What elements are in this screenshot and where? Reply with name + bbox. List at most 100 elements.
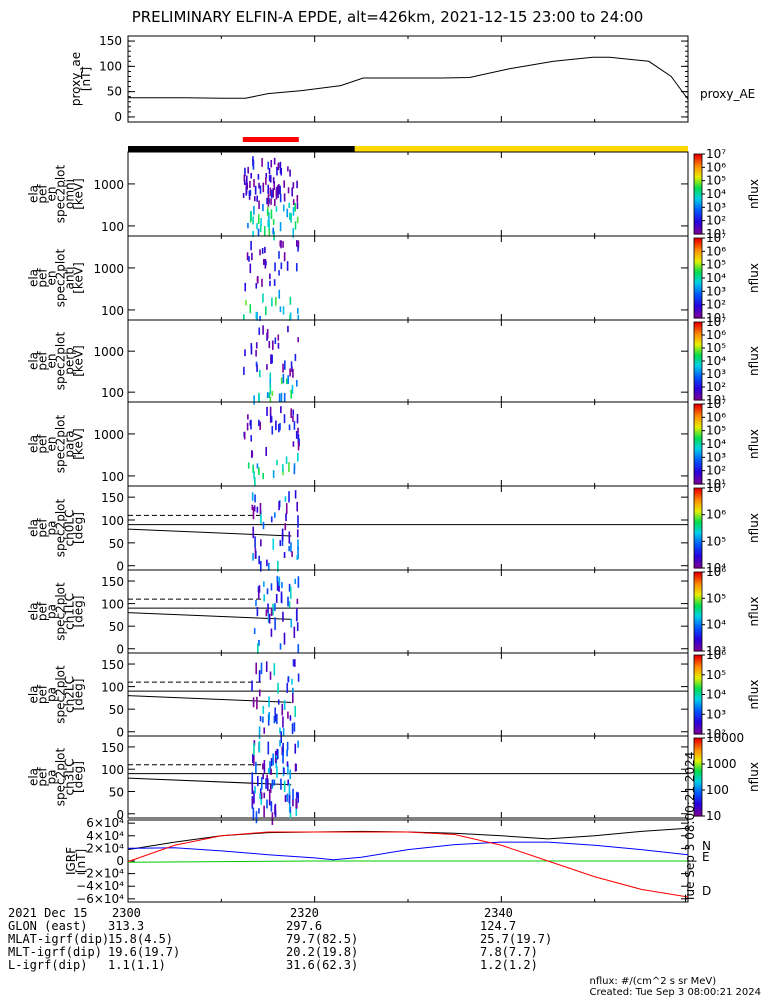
colorbar-cell xyxy=(694,748,702,751)
colorbar-cell xyxy=(694,532,702,534)
igrf-ytick-label: −4×10⁴ xyxy=(76,879,124,893)
spectrogram-pixel xyxy=(273,715,276,724)
axis-label-line: [deg] xyxy=(72,679,86,711)
spectrogram-pixel xyxy=(255,599,257,607)
spectrogram-pixel xyxy=(249,304,252,314)
spectrogram-pixel xyxy=(267,768,270,774)
axis-label-line: spec2plot xyxy=(54,582,68,641)
colorbar-cell xyxy=(694,505,702,508)
colorbar-cell xyxy=(694,541,702,544)
colorbar-cell xyxy=(694,361,702,363)
colorbar-cell xyxy=(694,184,702,187)
colorbar-cell xyxy=(694,260,702,263)
colorbar-cell xyxy=(694,346,702,349)
spectrogram-pixel xyxy=(263,226,266,236)
colorbar-cell xyxy=(694,546,702,549)
spectrogram-pixel xyxy=(282,752,284,764)
colorbar-cell xyxy=(694,660,702,663)
colorbar-cell xyxy=(694,706,702,709)
spectrogram-pixel xyxy=(244,167,246,177)
spectrogram-pixel xyxy=(267,613,270,623)
spectrogram-pixel xyxy=(272,603,274,616)
colorbar-cell xyxy=(694,645,702,648)
colorbar-cell xyxy=(694,581,702,584)
colorbar-cell xyxy=(694,384,702,387)
orbit-table-cell: 19.6(19.7) xyxy=(108,945,181,959)
spectrogram-pixel xyxy=(268,212,270,222)
spectrogram-pixel xyxy=(288,583,291,592)
colorbar-cell xyxy=(694,562,702,565)
spectrogram-pixel xyxy=(292,228,295,238)
pa-ytick-label: 0 xyxy=(116,726,124,740)
colorbar-cell xyxy=(694,740,702,743)
colorbar-cell xyxy=(694,374,702,376)
colorbar-cell xyxy=(694,178,702,180)
colorbar-tick-label: 10⁶ xyxy=(706,160,726,174)
pa-colorbar: 10⁶ 10⁵ 10⁴ 10³ 10² nflux xyxy=(693,648,761,741)
colorbar-cell xyxy=(694,416,702,418)
colorbar-cell xyxy=(694,422,702,425)
colorbar-cell xyxy=(694,162,702,164)
colorbar-cell xyxy=(694,790,702,792)
spectrogram-pixel xyxy=(266,364,268,370)
colorbar-cell xyxy=(694,367,702,370)
colorbar-cell xyxy=(694,272,702,275)
colorbar-cell xyxy=(694,812,702,814)
igrf-ytick-label: −6×10⁴ xyxy=(76,892,124,906)
spectrogram-pixel xyxy=(288,801,291,813)
colorbar-cell xyxy=(694,341,702,344)
colorbar-cell xyxy=(694,500,702,502)
spectrogram-pixel xyxy=(275,420,277,431)
colorbar-cell xyxy=(694,699,702,702)
spectrogram-pixel xyxy=(280,392,283,402)
spectrogram-pixel xyxy=(283,193,286,202)
spectrogram-pixel xyxy=(273,663,276,676)
colorbar-label: nflux xyxy=(747,762,761,792)
colorbar-cell xyxy=(694,457,702,460)
spectrogram-pixel xyxy=(273,157,276,165)
colorbar-cell xyxy=(694,691,702,694)
colorbar-cell xyxy=(694,263,702,266)
spectrogram-pixel xyxy=(290,542,292,553)
colorbar-cell xyxy=(694,533,702,536)
colorbar-cell xyxy=(694,282,702,284)
axis-label-line: spec2plot xyxy=(54,414,68,473)
colorbar-tick-label: 10² xyxy=(706,214,726,228)
spectrogram-pixel xyxy=(268,696,270,708)
spectrogram-pixel xyxy=(267,603,269,614)
colorbar-cell xyxy=(694,206,702,208)
colorbar-cell xyxy=(694,283,702,286)
energy-ytick-label: 1000 xyxy=(93,428,124,442)
pa-ytick-label: 100 xyxy=(101,514,124,528)
colorbar-cell xyxy=(694,641,702,644)
spectrogram-pixel xyxy=(258,555,260,565)
colorbar-cell xyxy=(694,280,702,283)
spectrogram-pixel xyxy=(290,408,292,419)
colorbar-cell xyxy=(694,698,702,701)
colorbar-cell xyxy=(694,656,702,659)
colorbar-cell xyxy=(694,476,702,478)
colorbar-cell xyxy=(694,168,702,171)
spectrogram-pixel xyxy=(278,289,281,299)
spectrogram-pixel xyxy=(254,185,257,195)
spectrogram-pixel xyxy=(258,327,261,335)
energy-ytick-label: 1000 xyxy=(93,178,124,192)
spectrogram-pixel xyxy=(282,716,284,728)
colorbar-cell xyxy=(694,712,702,715)
colorbar-cell xyxy=(694,702,702,705)
spectrogram-pixel xyxy=(266,774,268,781)
spectrogram-pixel xyxy=(279,161,282,168)
colorbar-cell xyxy=(694,530,702,533)
spectrogram-pixel xyxy=(281,746,284,756)
spectrogram-pixel xyxy=(254,536,256,549)
axis-label-line: [keV] xyxy=(72,262,86,293)
spectrogram-pixel xyxy=(259,315,261,322)
spectrogram-pixel xyxy=(261,158,263,167)
spectrogram-pixel xyxy=(249,263,252,274)
colorbar-cell xyxy=(694,603,702,606)
spectrogram-pixel xyxy=(284,794,287,803)
spectrogram-pixel xyxy=(271,425,274,435)
colorbar-cell xyxy=(694,718,702,721)
colorbar-cell xyxy=(694,275,702,278)
